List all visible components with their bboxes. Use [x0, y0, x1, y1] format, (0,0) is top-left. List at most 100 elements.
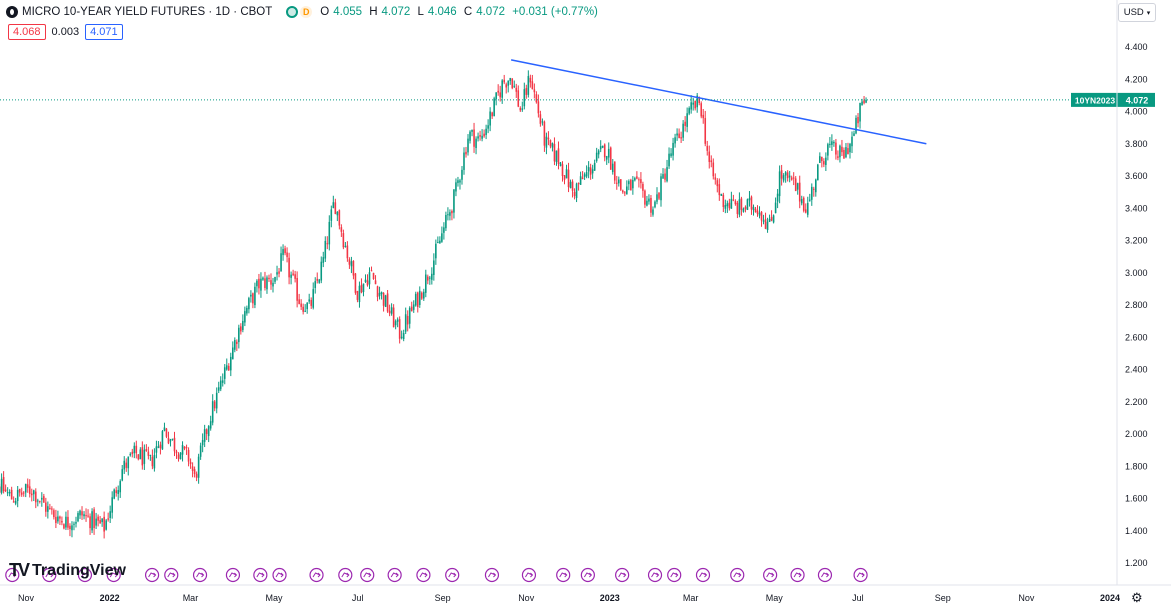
candle-body	[236, 341, 238, 344]
event-marker-icon[interactable]	[615, 567, 630, 583]
candle-body	[648, 198, 650, 202]
candle-body	[340, 227, 343, 232]
candle-body	[567, 169, 570, 188]
candle-body	[242, 320, 244, 330]
event-marker-icon[interactable]	[360, 567, 375, 583]
candle-body	[6, 492, 9, 494]
candle-body	[746, 199, 749, 211]
data-delay-badge[interactable]: D	[300, 6, 313, 18]
event-marker-icon[interactable]	[580, 567, 595, 583]
candle-body	[97, 516, 99, 521]
candle-body	[680, 137, 682, 139]
event-marker-icon[interactable]	[338, 567, 353, 583]
candle-body	[191, 466, 194, 471]
event-marker-icon[interactable]	[853, 567, 868, 583]
candle-body	[788, 175, 791, 178]
price-tick-label: 1.200	[1125, 558, 1148, 568]
candle-body	[4, 489, 7, 492]
candle-body	[634, 178, 636, 181]
candle-body	[857, 117, 859, 124]
event-marker-arrow	[821, 572, 830, 578]
event-marker-arrow	[559, 572, 568, 578]
event-marker-icon[interactable]	[225, 567, 241, 583]
event-marker-icon[interactable]	[42, 567, 57, 583]
candle-body	[780, 170, 783, 179]
candle-body	[137, 454, 140, 460]
candle-body	[774, 202, 777, 214]
candle-body	[451, 210, 453, 214]
candle-body	[469, 131, 471, 141]
settings-gear-icon[interactable]: ⚙	[1131, 590, 1143, 605]
candle-body	[342, 233, 345, 248]
candle-body	[266, 277, 268, 290]
candle-body	[766, 221, 769, 230]
event-marker-icon[interactable]	[5, 567, 20, 583]
candle-body	[2, 477, 5, 492]
candle-body	[0, 478, 3, 493]
candle-body	[855, 117, 857, 134]
candle-body	[215, 392, 218, 409]
price-axis: 4.400 4.200 4.000 3.800 3.600 3.400 3.200 3.000…	[1116, 0, 1148, 585]
price-tick-label: 2.600	[1125, 332, 1148, 342]
candle-body	[738, 199, 741, 215]
candle-body	[278, 271, 280, 274]
market-status-icon[interactable]	[286, 6, 299, 18]
candle-body	[734, 201, 737, 205]
candle-body	[322, 257, 325, 263]
event-marker-icon[interactable]	[695, 567, 711, 583]
candle-body	[268, 277, 270, 279]
event-marker-arrow	[699, 572, 708, 578]
candle-body	[778, 171, 781, 197]
sell-price-button[interactable]: 4.068	[8, 24, 46, 40]
event-marker-icon[interactable]	[763, 567, 778, 583]
event-marker-icon[interactable]	[253, 567, 268, 583]
tradingview-logo[interactable]: TV TradingView	[9, 560, 126, 581]
currency-selector[interactable]: USD ▾	[1118, 3, 1156, 22]
event-marker-icon[interactable]	[667, 567, 682, 583]
event-marker-icon[interactable]	[309, 567, 324, 583]
event-marker-icon[interactable]	[647, 567, 663, 583]
candle-body	[605, 156, 608, 160]
candle-body	[527, 76, 530, 95]
event-marker-icon[interactable]	[730, 567, 745, 583]
candle-body	[390, 307, 393, 314]
candle-body	[622, 190, 624, 193]
candle-body	[177, 454, 180, 459]
candle-body	[597, 150, 600, 155]
event-marker-icon[interactable]	[790, 567, 805, 583]
candle-body	[837, 156, 839, 158]
candle-body	[248, 298, 250, 310]
event-marker-icon[interactable]	[164, 567, 179, 583]
candle-body	[153, 454, 156, 469]
candle-body	[227, 365, 230, 371]
time-tick-label: 2023	[600, 593, 620, 603]
event-marker-icon[interactable]	[144, 567, 160, 583]
candle-body	[81, 511, 83, 516]
candle-body	[149, 454, 152, 457]
candle-body	[654, 201, 656, 208]
candle-body	[796, 183, 799, 190]
event-marker-icon[interactable]	[817, 567, 833, 583]
candle-body	[109, 511, 111, 518]
chart-title[interactable]: MICRO 10-YEAR YIELD FUTURES · 1D · CBOT	[22, 6, 273, 18]
candle-body	[853, 133, 855, 136]
event-marker-icon[interactable]	[556, 567, 571, 583]
price-tick-label: 1.600	[1125, 494, 1148, 504]
last-price-tag	[1119, 92, 1155, 107]
event-marker-icon[interactable]	[416, 567, 431, 583]
event-marker-icon[interactable]	[484, 567, 500, 583]
buy-price-button[interactable]: 4.071	[85, 24, 123, 40]
event-marker-icon[interactable]	[521, 567, 537, 583]
candle-body	[26, 484, 29, 488]
candle-body	[467, 138, 469, 153]
event-marker-icon[interactable]	[445, 567, 460, 583]
candle-body	[250, 294, 252, 297]
event-marker-icon[interactable]	[77, 567, 93, 583]
event-marker-icon[interactable]	[106, 567, 121, 583]
event-marker-icon[interactable]	[272, 567, 287, 583]
candle-body	[493, 98, 495, 117]
candle-body	[284, 248, 286, 254]
event-marker-icon[interactable]	[387, 567, 402, 583]
event-marker-icon[interactable]	[192, 567, 208, 583]
